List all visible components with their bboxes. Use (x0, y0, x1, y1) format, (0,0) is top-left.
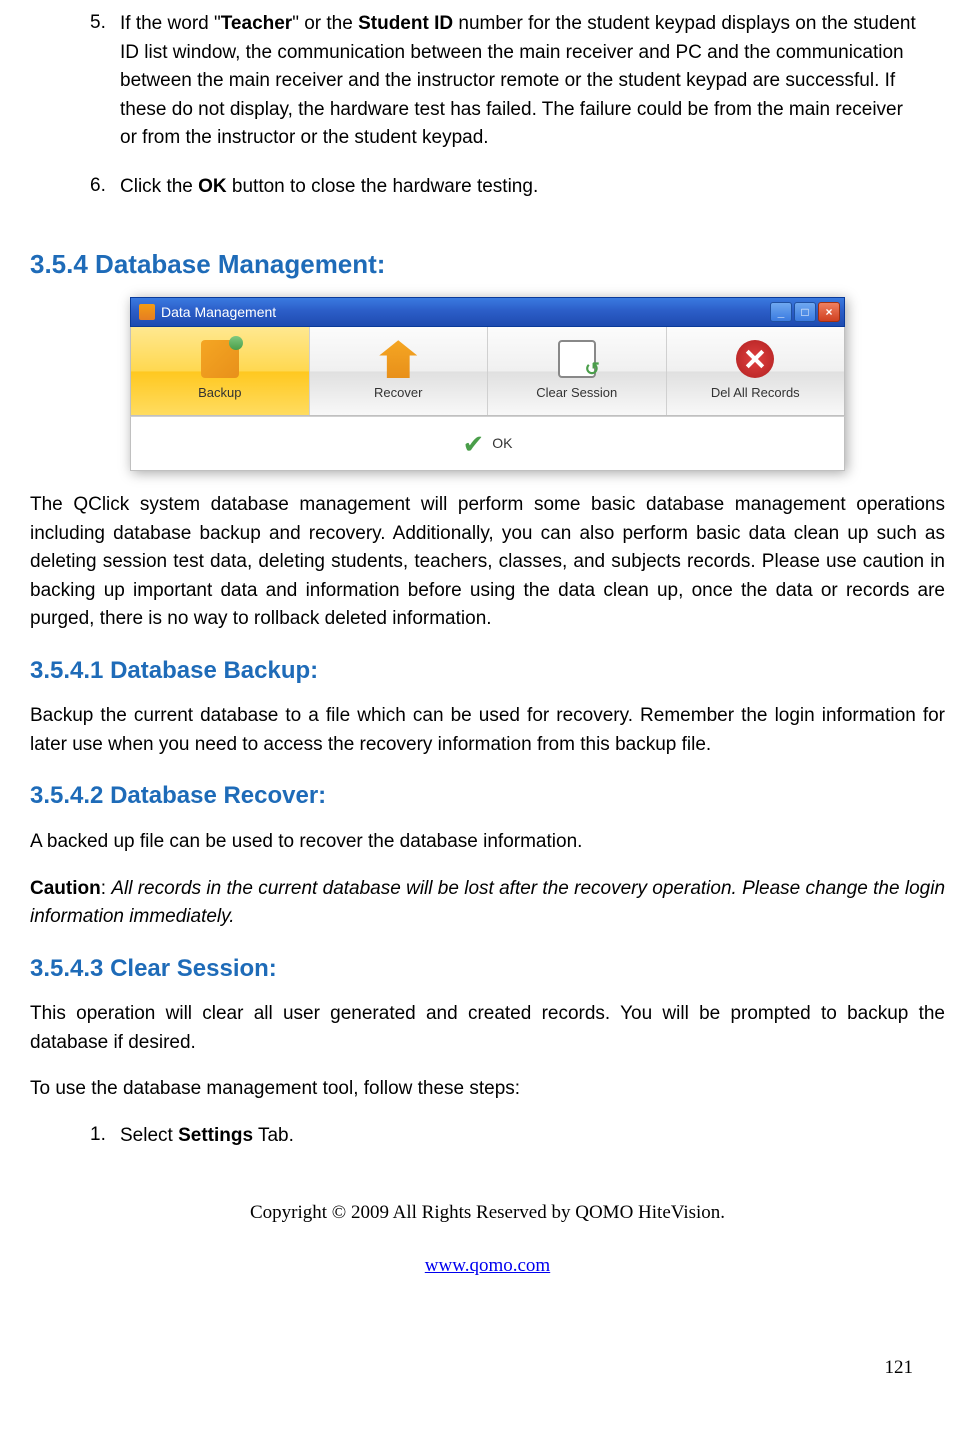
backup-button[interactable]: Backup (131, 327, 310, 415)
title-left: Data Management (139, 303, 276, 323)
caution-sep: : (101, 878, 112, 899)
intro-paragraph: The QClick system database management wi… (30, 491, 945, 634)
caution-text: All records in the current database will… (30, 878, 945, 928)
minimize-button[interactable]: _ (770, 302, 792, 322)
caution-label: Caution (30, 878, 101, 899)
steps-paragraph: To use the database management tool, fol… (30, 1075, 945, 1104)
button-label: Recover (374, 384, 422, 402)
titlebar[interactable]: Data Management _ □ × (130, 297, 845, 327)
list-marker: 5. (90, 10, 120, 153)
list-content: Click the OK button to close the hardwar… (120, 173, 925, 202)
del-all-records-button[interactable]: Del All Records (667, 327, 845, 415)
backup-paragraph: Backup the current database to a file wh… (30, 702, 945, 759)
recover-icon (379, 340, 417, 378)
recover-button[interactable]: Recover (310, 327, 489, 415)
toolbar: Backup Recover Clear Session Del All Rec… (130, 327, 845, 416)
clear-paragraph: This operation will clear all user gener… (30, 1000, 945, 1057)
ok-row: ✔ OK (130, 416, 845, 471)
text: Click the (120, 176, 198, 197)
button-label: Clear Session (536, 384, 617, 402)
steps-list: 1. Select Settings Tab. (30, 1122, 945, 1151)
delete-icon (736, 340, 774, 378)
caution-paragraph: Caution: All records in the current data… (30, 875, 945, 932)
bold-teacher: Teacher (221, 13, 292, 34)
heading-3541: 3.5.4.1 Database Backup: (30, 654, 945, 688)
page-number: 121 (885, 1355, 914, 1382)
list-item-6: 6. Click the OK button to close the hard… (90, 173, 945, 202)
close-button[interactable]: × (818, 302, 840, 322)
list-content: If the word "Teacher" or the Student ID … (120, 10, 925, 153)
window-title: Data Management (161, 303, 276, 323)
heading-3543: 3.5.4.3 Clear Session: (30, 952, 945, 986)
list-item-1: 1. Select Settings Tab. (90, 1122, 945, 1151)
heading-354: 3.5.4 Database Management: (30, 246, 945, 282)
footer-url[interactable]: www.qomo.com (425, 1253, 550, 1280)
window-controls: _ □ × (770, 302, 840, 322)
backup-icon (201, 340, 239, 378)
bold-settings: Settings (178, 1125, 253, 1146)
clear-session-button[interactable]: Clear Session (488, 327, 667, 415)
text: " or the (292, 13, 358, 34)
ok-button[interactable]: OK (492, 434, 512, 454)
text: If the word " (120, 13, 221, 34)
bold-ok: OK (198, 176, 227, 197)
app-icon (139, 304, 155, 320)
button-label: Del All Records (711, 384, 800, 402)
maximize-button[interactable]: □ (794, 302, 816, 322)
check-icon: ✔ (462, 431, 484, 457)
heading-3542: 3.5.4.2 Database Recover: (30, 779, 945, 813)
data-management-window: Data Management _ □ × Backup Recover Cle… (130, 297, 845, 471)
footer: Copyright © 2009 All Rights Reserved by … (30, 1200, 945, 1279)
list-marker: 1. (90, 1122, 120, 1151)
text: button to close the hardware testing. (227, 176, 539, 197)
list-content: Select Settings Tab. (120, 1122, 925, 1151)
button-label: Backup (198, 384, 241, 402)
text: Select (120, 1125, 178, 1146)
text: Tab. (253, 1125, 294, 1146)
bold-studentid: Student ID (358, 13, 453, 34)
recover-paragraph: A backed up file can be used to recover … (30, 828, 945, 857)
list-item-5-6-container: 5. If the word "Teacher" or the Student … (30, 10, 945, 201)
copyright-text: Copyright © 2009 All Rights Reserved by … (30, 1200, 945, 1227)
list-item-5: 5. If the word "Teacher" or the Student … (90, 10, 945, 153)
clear-icon (558, 340, 596, 378)
list-marker: 6. (90, 173, 120, 202)
